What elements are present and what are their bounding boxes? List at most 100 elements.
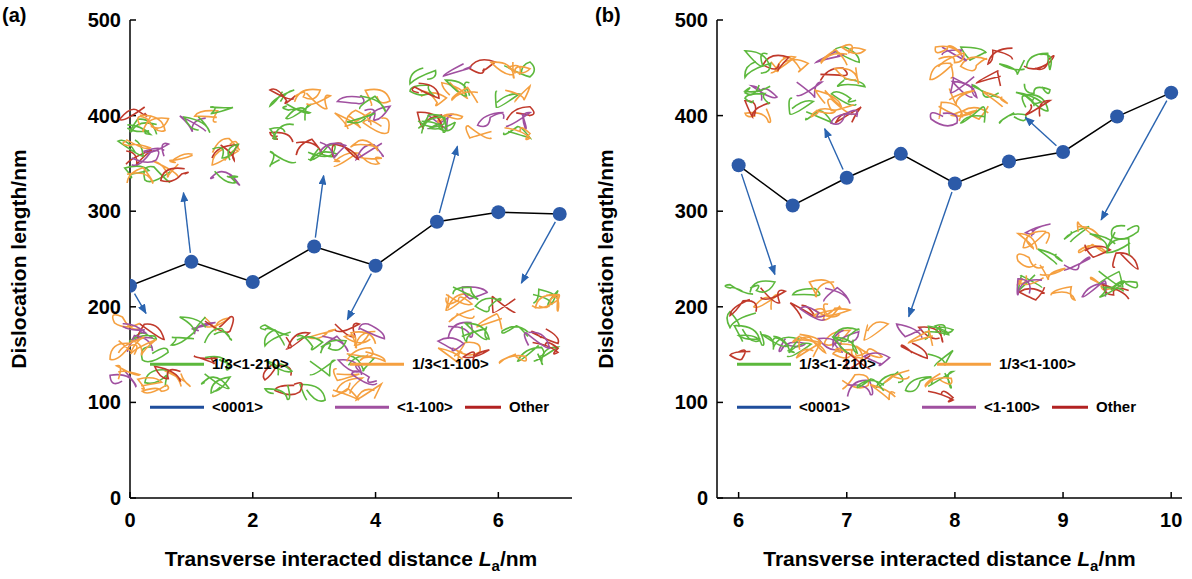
y-tick-label: 100 — [675, 391, 708, 413]
inset-dislocation — [857, 379, 884, 391]
legend-swatch — [737, 406, 791, 409]
marker — [491, 205, 505, 219]
y-tick-label: 400 — [88, 105, 121, 127]
inset-dislocation — [935, 46, 961, 56]
inset-dislocation — [161, 168, 188, 181]
inset-dislocation — [321, 340, 347, 353]
x-tick-label: 8 — [949, 509, 960, 531]
inset-dislocation — [453, 287, 478, 300]
inset-dislocation — [925, 374, 952, 387]
figure: (a)01002003004005000246Dislocation lengt… — [0, 0, 1192, 579]
legend-label: Other — [1096, 398, 1136, 415]
inset-dislocation — [356, 384, 381, 400]
y-tick — [130, 210, 136, 212]
inset-dislocation — [750, 281, 775, 293]
inset-dislocation — [1100, 283, 1124, 297]
inset-dislocation — [360, 96, 386, 112]
inset-dislocation — [270, 152, 296, 167]
legend-label: <1-100> — [397, 398, 453, 415]
arrow — [1025, 117, 1056, 145]
inset-dislocation — [265, 385, 290, 399]
inset-dislocation — [113, 315, 140, 330]
panel: (a)01002003004005000246Dislocation lengt… — [2, 4, 572, 574]
marker — [246, 275, 260, 289]
y-tick — [717, 306, 723, 308]
inset-dislocation — [270, 124, 294, 139]
inset-dislocation — [730, 300, 756, 316]
y-tick-label: 0 — [110, 487, 121, 509]
inset-dislocation — [909, 331, 933, 346]
inset-dislocation — [1027, 53, 1052, 69]
x-tick-label: 7 — [841, 509, 852, 531]
inset-dislocation — [466, 126, 491, 139]
inset-dislocation — [422, 117, 446, 133]
y-tick — [130, 306, 136, 308]
y-tick — [717, 19, 723, 21]
y-tick — [130, 402, 136, 404]
inset-dislocation — [452, 88, 478, 103]
inset-dislocation — [142, 385, 168, 393]
inset-dislocation — [338, 360, 361, 375]
inset-dislocation — [1024, 84, 1050, 94]
marker — [1056, 145, 1070, 159]
legend-swatch — [1052, 406, 1088, 409]
x-tick — [252, 492, 254, 498]
x-tick-label: 6 — [733, 509, 744, 531]
inset-dislocation — [212, 144, 238, 160]
y-tick-label: 300 — [675, 200, 708, 222]
inset-dislocation — [1113, 253, 1138, 269]
inset-dislocation — [835, 67, 859, 83]
marker — [553, 207, 567, 221]
inset-dislocation — [444, 64, 471, 76]
y-tick — [717, 115, 723, 117]
inset-dislocation — [347, 348, 373, 362]
x-tick-label: 2 — [247, 509, 258, 531]
x-tick — [1062, 492, 1064, 498]
inset-dislocation — [286, 105, 311, 121]
inset-dislocation — [1023, 231, 1049, 247]
inset-dislocation — [132, 150, 159, 165]
inset-dislocation — [215, 171, 238, 183]
x-tick-label: 0 — [124, 509, 135, 531]
x-axis-title-part: Transverse interacted distance — [763, 547, 1077, 570]
marker — [786, 198, 800, 212]
inset — [725, 280, 850, 360]
panel-label: (b) — [595, 4, 621, 26]
x-tick-label: 6 — [493, 509, 504, 531]
inset-dislocation — [518, 345, 544, 361]
inset-dislocation — [359, 324, 385, 339]
inset-dislocation — [123, 140, 150, 149]
y-tick-label: 400 — [675, 105, 708, 127]
inset-dislocation — [833, 337, 857, 353]
inset-dislocation — [1078, 244, 1105, 253]
x-tick-label: 9 — [1057, 509, 1068, 531]
inset-dislocation — [205, 329, 232, 343]
legend-swatch — [335, 406, 389, 409]
inset-dislocation — [999, 113, 1025, 123]
inset-dislocation — [462, 326, 487, 342]
legend-swatch — [737, 363, 791, 366]
y-tick — [130, 19, 136, 21]
y-tick — [717, 402, 723, 404]
inset-dislocation — [297, 335, 323, 349]
marker — [948, 176, 962, 190]
legend-label: <0001> — [212, 398, 263, 415]
x-axis-title: Transverse interacted distance La/nm — [165, 547, 538, 574]
x-tick — [954, 492, 956, 498]
inset-dislocation — [1090, 232, 1116, 248]
inset-dislocation — [333, 389, 359, 400]
y-tick-label: 100 — [88, 391, 121, 413]
legend-swatch — [465, 406, 501, 409]
x-tick-label: 4 — [370, 509, 382, 531]
inset — [438, 287, 559, 365]
inset-dislocation — [130, 339, 156, 355]
inset-dislocation — [310, 360, 335, 376]
inset-dislocation — [211, 172, 240, 185]
inset-dislocation — [730, 350, 750, 360]
inset-dislocation — [506, 113, 530, 129]
legend-swatch — [150, 363, 204, 366]
y-axis-title: Dislocation length/nm — [594, 149, 617, 368]
x-tick — [846, 492, 848, 498]
x-axis-title: Transverse interacted distance La/nm — [763, 547, 1136, 574]
y-tick-label: 0 — [697, 487, 708, 509]
